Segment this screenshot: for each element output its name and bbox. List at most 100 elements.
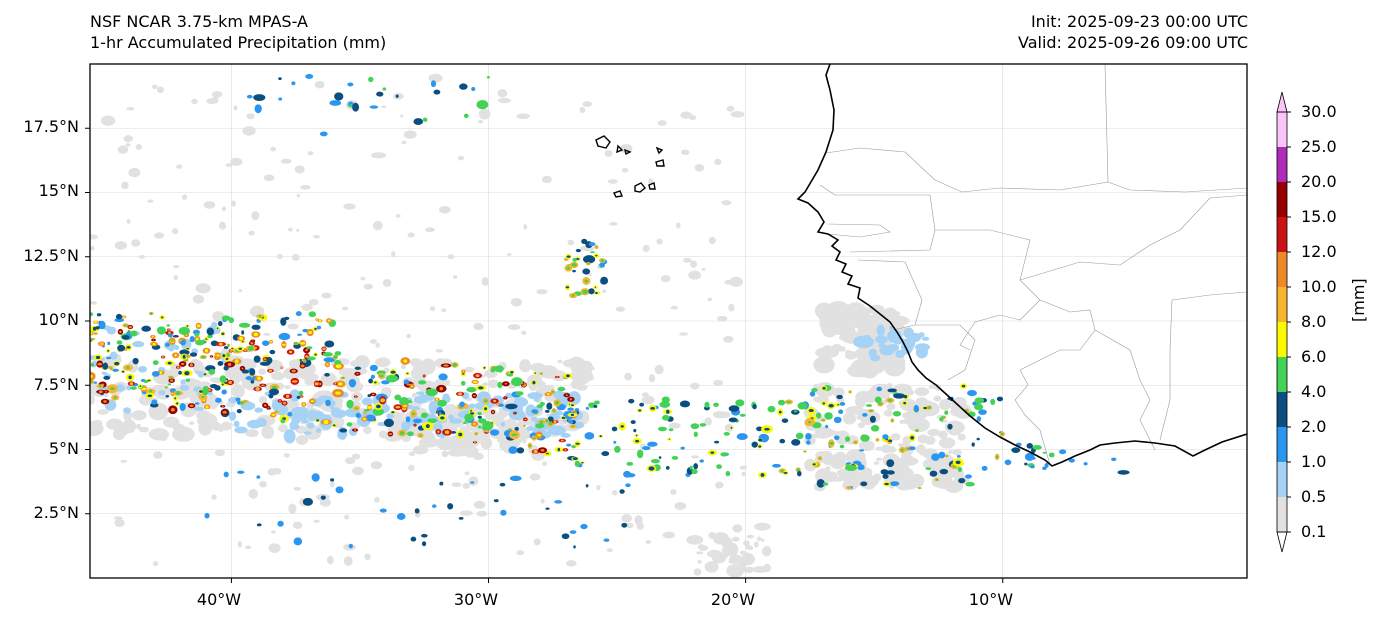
precip-cell — [476, 100, 489, 110]
precip-cell — [208, 368, 216, 375]
precip-cell — [382, 279, 392, 287]
precip-cell — [245, 545, 252, 550]
precip-cell — [828, 442, 835, 445]
precip-cell — [743, 540, 750, 546]
precip-cell — [270, 146, 277, 152]
precip-cell — [484, 399, 488, 403]
precip-cell — [659, 401, 671, 408]
precip-cell — [167, 333, 173, 338]
precip-cell — [424, 227, 435, 233]
precip-cell — [233, 105, 238, 111]
precip-cell — [515, 391, 524, 396]
precip-cell — [429, 306, 436, 311]
precip-cell — [511, 433, 518, 437]
precip-cell — [413, 118, 424, 126]
precip-cell — [189, 363, 193, 367]
precip-cell — [414, 424, 416, 426]
precip-cell — [908, 446, 916, 451]
precip-cell — [447, 254, 455, 260]
precip-cell — [223, 365, 229, 371]
precip-cell — [473, 500, 486, 509]
precip-cell — [588, 242, 596, 247]
precip-cell — [600, 276, 609, 285]
precip-cell — [845, 405, 864, 415]
colorbar-level-label: 0.1 — [1301, 522, 1327, 541]
colorbar-segment — [1277, 147, 1287, 182]
precip-cell — [171, 228, 179, 235]
precip-cell — [721, 200, 732, 206]
precip-cell — [576, 384, 588, 391]
precip-cell — [686, 535, 704, 545]
precip-cell — [458, 392, 463, 396]
precip-cell — [907, 417, 930, 433]
precip-cell — [418, 380, 427, 385]
precip-cell — [560, 432, 571, 438]
precip-cell — [168, 376, 173, 378]
precip-cell — [117, 145, 129, 154]
precip-cell — [362, 397, 373, 405]
precip-cell — [420, 412, 428, 418]
precip-cell — [845, 302, 867, 320]
precip-cell — [274, 403, 288, 416]
precip-cell — [505, 403, 518, 410]
precip-cell — [650, 407, 655, 410]
precip-cell — [374, 381, 377, 384]
precip-cell — [443, 364, 449, 367]
precip-cell — [225, 357, 229, 361]
precip-cell — [604, 150, 613, 157]
precip-cell — [499, 482, 506, 487]
precip-cell — [839, 402, 846, 406]
precip-cell — [690, 260, 698, 268]
precip-cell — [648, 374, 656, 383]
colorbar-level-label: 25.0 — [1301, 137, 1337, 156]
precip-cell — [419, 434, 422, 437]
precip-cell — [180, 362, 185, 366]
precip-cell — [311, 473, 320, 482]
precip-cell — [179, 349, 190, 356]
precip-cell — [303, 360, 307, 362]
precip-cell — [955, 460, 961, 465]
precip-cell — [958, 478, 966, 484]
precip-cell — [680, 111, 692, 119]
precip-cell — [836, 394, 843, 400]
precip-cell — [96, 313, 102, 317]
precip-cell — [152, 84, 158, 89]
precip-cell — [961, 384, 966, 388]
precip-cell — [701, 268, 706, 271]
precip-cell — [752, 403, 757, 410]
cape-verde-islands — [595, 135, 665, 198]
precip-cell — [150, 312, 153, 315]
colorbar — [1276, 91, 1291, 553]
precip-cell — [103, 400, 107, 403]
precip-cell — [1026, 443, 1033, 449]
precip-cell — [648, 466, 655, 471]
precip-cell — [210, 355, 213, 357]
precip-cell — [833, 416, 842, 424]
precip-cell — [270, 530, 276, 534]
precip-cell — [713, 402, 719, 407]
precip-cell — [620, 144, 633, 154]
precip-cell — [346, 422, 353, 427]
precip-cell — [579, 106, 586, 114]
precip-cell — [204, 348, 209, 353]
precip-cell — [258, 314, 262, 318]
precip-cell — [1048, 452, 1055, 458]
colorbar-level-label: 30.0 — [1301, 102, 1337, 121]
precip-cell — [590, 251, 595, 254]
precip-cell — [90, 234, 98, 240]
precip-cell — [222, 422, 234, 429]
precip-cell — [935, 387, 940, 392]
precip-cell — [490, 368, 496, 373]
precip-cell — [483, 366, 486, 369]
precip-cell — [945, 455, 948, 457]
precip-cell — [497, 97, 511, 104]
precip-cell — [572, 269, 576, 273]
precip-cell — [457, 155, 465, 161]
precip-cell — [693, 431, 698, 438]
init-time: Init: 2025-09-23 00:00 UTC — [1030, 12, 1248, 31]
precip-cell — [128, 325, 133, 329]
precip-cell — [238, 322, 251, 328]
precip-cell — [302, 497, 313, 506]
colorbar-segment — [1277, 392, 1287, 427]
precip-cell — [601, 451, 610, 457]
